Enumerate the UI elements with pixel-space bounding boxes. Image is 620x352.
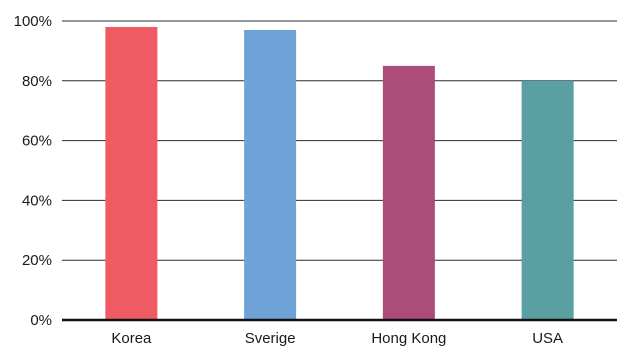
bar-usa <box>521 80 574 320</box>
bar-korea <box>105 26 158 320</box>
x-category-label: Hong Kong <box>371 330 446 347</box>
y-axis-ticks: 0% 20% 40% 60% 80% 100% <box>14 13 52 329</box>
x-axis-labels: Korea Sverige Hong Kong USA <box>111 330 563 347</box>
y-tick-label: 60% <box>22 133 52 150</box>
y-tick-label: 20% <box>22 252 52 269</box>
x-category-label: Korea <box>111 330 152 347</box>
x-category-label: Sverige <box>245 330 296 347</box>
y-tick-label: 80% <box>22 73 52 90</box>
bars <box>105 26 574 320</box>
y-tick-label: 100% <box>14 13 52 30</box>
y-tick-label: 40% <box>22 192 52 209</box>
bar-sverige <box>244 29 297 320</box>
y-tick-label: 0% <box>30 312 52 329</box>
bar-hong-kong <box>382 65 435 320</box>
x-category-label: USA <box>532 330 563 347</box>
